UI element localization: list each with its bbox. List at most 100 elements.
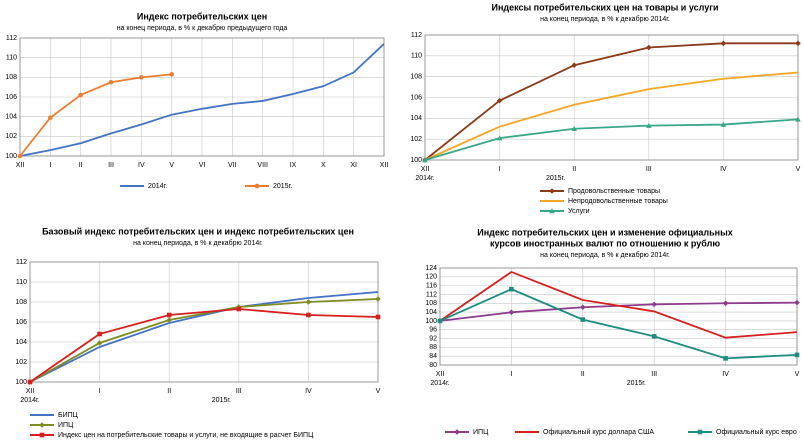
legend-label: ИПЦ [473,429,489,436]
x-tick-label: VIII [257,162,268,169]
y-tick-label: 108 [410,74,422,81]
legend-label: 2015г. [273,183,292,190]
x-tick-label: V [376,388,381,395]
point [722,300,729,307]
y-tick-label: 100 [5,153,17,160]
point [78,92,83,98]
x-tick-label: III [236,388,242,395]
point [794,352,800,358]
chart-title: Индексы потребительских цен на товары и … [491,2,718,12]
point [305,299,312,305]
y-tick-label: 104 [5,114,17,121]
x-tick-label: V [169,162,174,169]
chart-subtitle: на конец периода, в % к декабрю 2014г. [540,15,670,23]
series-line [19,43,385,157]
x-tick-label: XII [421,166,430,173]
period-label: 2015г. [627,380,646,387]
x-tick-label: II [79,162,83,169]
y-tick-label: 102 [15,359,27,366]
point [549,208,555,214]
y-tick-label: 124 [425,265,437,272]
point [17,153,23,159]
y-tick-label: 96 [429,327,437,334]
legend-label: Официальный курс доллара США [543,428,654,436]
point [375,314,381,320]
period-label: 2015г. [546,175,565,182]
point [496,97,503,104]
series-line [29,298,379,383]
x-tick-label: V [795,371,800,378]
chart-title: курсов иностранных валют по отношению к … [490,238,720,248]
x-tick-label: IV [305,388,312,395]
series-line [424,71,799,161]
y-tick-label: 112 [411,32,422,39]
y-tick-label: 100 [425,318,437,325]
point [39,422,45,428]
point [375,296,381,302]
y-tick-label: 100 [410,157,422,164]
point [651,334,657,339]
point [509,286,514,292]
point [720,40,727,47]
chart-subtitle: на конец периода, в % к декабрю предыдущ… [117,24,288,32]
x-tick-label: III [646,166,652,173]
plot-frame [29,261,379,383]
point [306,312,311,318]
x-tick-label: II [581,371,585,378]
point [108,79,114,85]
series-line [424,118,799,161]
point [48,115,53,120]
chart-subtitle: на конец периода, в % к декабрю 2014г. [133,239,263,247]
point [571,125,577,132]
x-tick-label: I [510,371,512,378]
y-tick-label: 110 [411,53,422,60]
period-label: 2014г. [415,175,434,182]
y-tick-label: 112 [16,259,27,266]
point [549,188,555,194]
y-tick-label: 102 [5,133,17,140]
series-line [29,308,379,383]
x-tick-label: I [49,162,51,169]
y-tick-label: 116 [426,282,437,289]
point [422,157,428,163]
point [236,306,242,312]
y-tick-label: 110 [6,55,17,62]
x-tick-label: III [651,371,657,378]
y-tick-label: 120 [425,274,437,281]
point [646,44,652,51]
point [651,301,657,308]
y-tick-label: 108 [5,74,17,81]
y-tick-label: 110 [16,279,27,286]
point [646,122,652,128]
point [96,340,103,346]
x-tick-label: II [167,388,171,395]
series-line [439,288,798,360]
y-tick-label: 80 [429,362,437,369]
legend-label: Официальный курс евро [716,428,797,436]
y-tick-label: 108 [425,300,437,307]
point [139,75,144,80]
point [454,429,460,435]
point [254,183,260,189]
y-tick-label: 88 [429,344,437,351]
x-tick-label: XI [350,162,357,169]
y-tick-label: 108 [15,299,27,306]
plot-frame [424,34,799,161]
point [39,432,45,438]
chart-title: Базовый индекс потребительских цен и инд… [42,226,354,236]
point [795,116,801,122]
x-tick-label: V [796,166,801,173]
point [580,304,586,311]
chart-title: Индекс потребительских цен и изменение о… [477,227,733,237]
y-tick-label: 112 [426,291,437,298]
legend-label: ИПЦ [58,422,74,429]
y-tick-label: 104 [425,309,437,316]
y-tick-label: 104 [15,339,27,346]
point [169,72,174,77]
x-tick-label: IV [138,162,145,169]
x-tick-label: IX [290,162,297,169]
point [508,309,515,316]
plot-frame [439,267,798,366]
x-tick-label: IV [720,166,727,173]
